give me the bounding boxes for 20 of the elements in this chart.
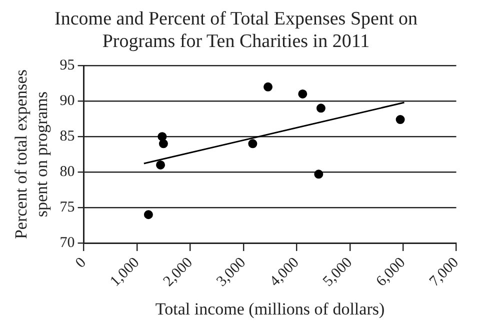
point bbox=[144, 210, 153, 220]
point bbox=[298, 89, 308, 98]
y-tick-label: 85 bbox=[60, 128, 75, 144]
y-tick-label: 75 bbox=[60, 199, 75, 216]
point bbox=[316, 104, 326, 113]
y-tick-label: 80 bbox=[60, 164, 75, 180]
x-axis-title: Total income (millions of dollars) bbox=[155, 299, 385, 318]
y-axis-title: Percent of total expenses spent on programs bbox=[12, 70, 52, 240]
x-tick-label: 0 bbox=[72, 254, 90, 272]
point bbox=[158, 132, 167, 142]
y-tick-label: 70 bbox=[60, 234, 75, 251]
point bbox=[314, 170, 324, 179]
point bbox=[396, 115, 405, 124]
y-tick-label: 95 bbox=[60, 58, 75, 74]
y-tick-label: 90 bbox=[60, 93, 75, 110]
point bbox=[248, 139, 258, 148]
point bbox=[158, 139, 168, 148]
point bbox=[156, 160, 166, 170]
chart-title: Income and Percent of Total Expenses Spent on Programs for Ten Charities in 2011 bbox=[54, 8, 418, 52]
point bbox=[264, 82, 273, 92]
